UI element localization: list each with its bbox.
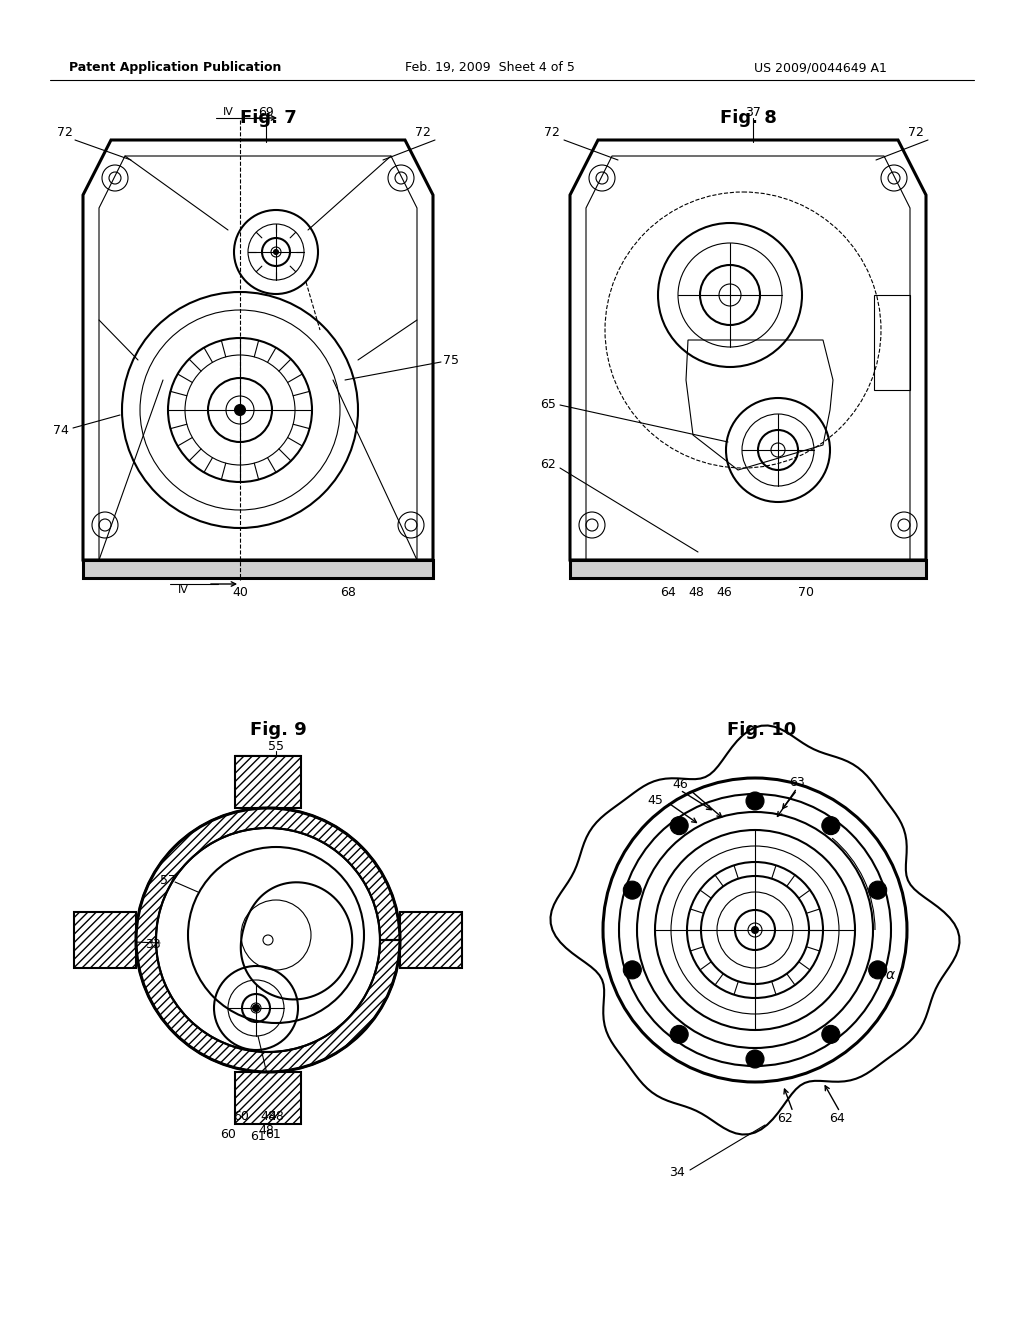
Circle shape xyxy=(274,249,278,253)
Text: 72: 72 xyxy=(415,125,431,139)
Circle shape xyxy=(234,405,245,414)
Bar xyxy=(83,560,433,578)
Text: IV: IV xyxy=(222,107,233,117)
Text: 48: 48 xyxy=(260,1110,275,1123)
Text: 57: 57 xyxy=(160,874,176,887)
Text: 69: 69 xyxy=(258,106,273,119)
Polygon shape xyxy=(241,882,352,999)
Text: 37: 37 xyxy=(745,106,761,119)
Bar xyxy=(400,912,462,968)
Circle shape xyxy=(752,927,758,933)
Circle shape xyxy=(868,961,887,979)
Text: 34: 34 xyxy=(669,1166,685,1179)
Text: Feb. 19, 2009  Sheet 4 of 5: Feb. 19, 2009 Sheet 4 of 5 xyxy=(406,62,574,74)
Text: 60: 60 xyxy=(220,1129,236,1142)
Text: Fig. 10: Fig. 10 xyxy=(727,721,797,739)
Polygon shape xyxy=(83,140,433,560)
Bar xyxy=(234,1072,301,1125)
Text: 45: 45 xyxy=(647,793,663,807)
Text: 48: 48 xyxy=(268,1110,284,1123)
Text: 63: 63 xyxy=(790,776,805,788)
Text: 72: 72 xyxy=(544,125,560,139)
Text: Fig. 8: Fig. 8 xyxy=(720,110,776,127)
Circle shape xyxy=(746,792,764,810)
Text: 74: 74 xyxy=(53,424,69,437)
Text: 65: 65 xyxy=(540,399,556,412)
Text: IV: IV xyxy=(177,585,188,595)
Polygon shape xyxy=(570,140,926,560)
Text: 48: 48 xyxy=(688,586,703,598)
Text: 48: 48 xyxy=(258,1123,274,1137)
Text: 50: 50 xyxy=(306,982,322,994)
Text: 68: 68 xyxy=(340,586,356,598)
Text: Fig. 9: Fig. 9 xyxy=(250,721,306,739)
Circle shape xyxy=(624,961,641,979)
Polygon shape xyxy=(551,726,959,1134)
Circle shape xyxy=(822,1026,840,1043)
Text: 61: 61 xyxy=(265,1127,281,1140)
Text: US 2009/0044649 A1: US 2009/0044649 A1 xyxy=(754,62,887,74)
Text: 33: 33 xyxy=(145,939,161,952)
Text: α: α xyxy=(886,968,895,982)
Text: 62: 62 xyxy=(777,1111,793,1125)
Circle shape xyxy=(253,1005,259,1011)
Bar xyxy=(570,560,926,578)
Circle shape xyxy=(670,817,688,834)
Text: 64: 64 xyxy=(829,1111,845,1125)
Circle shape xyxy=(624,882,641,899)
Text: 72: 72 xyxy=(908,125,924,139)
Text: 64: 64 xyxy=(660,586,676,598)
Text: 61: 61 xyxy=(250,1130,266,1143)
Text: 46: 46 xyxy=(716,586,732,598)
Circle shape xyxy=(670,1026,688,1043)
Circle shape xyxy=(868,882,887,899)
Text: 46: 46 xyxy=(672,779,688,792)
Text: 70: 70 xyxy=(798,586,814,598)
Text: Patent Application Publication: Patent Application Publication xyxy=(69,62,282,74)
Circle shape xyxy=(822,817,840,834)
Circle shape xyxy=(746,1049,764,1068)
Text: 72: 72 xyxy=(57,125,73,139)
Text: 60: 60 xyxy=(233,1110,249,1123)
Bar xyxy=(234,756,301,808)
Polygon shape xyxy=(136,808,400,1072)
Text: 40: 40 xyxy=(232,586,248,598)
Text: Fig. 7: Fig. 7 xyxy=(240,110,296,127)
Text: 75: 75 xyxy=(443,354,459,367)
Text: 62: 62 xyxy=(540,458,556,471)
Text: 55: 55 xyxy=(268,739,284,752)
Bar xyxy=(74,912,136,968)
